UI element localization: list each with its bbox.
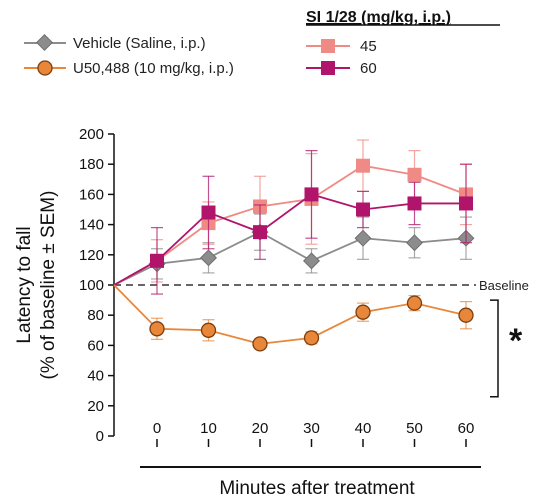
data-point xyxy=(303,330,320,346)
x-tick-label: 10 xyxy=(200,420,217,437)
data-point xyxy=(407,196,422,211)
x-tick-label: 0 xyxy=(153,420,161,437)
data-point xyxy=(200,322,217,338)
legend-item-45: 45 xyxy=(306,38,377,55)
legend-marker-u50488 xyxy=(37,60,53,76)
legend-label-vehicle: Vehicle (Saline, i.p.) xyxy=(73,35,206,52)
y-tick-label: 180 xyxy=(79,156,104,173)
axes: 0 20 40 60 80 100 120 140 160 180 200 0 10 20 30 40 50 60 xyxy=(79,126,481,468)
legend-marker-60 xyxy=(321,61,335,75)
data-point xyxy=(406,234,423,252)
y-tick-label: 160 xyxy=(79,186,104,203)
x-tick-label: 60 xyxy=(458,420,475,437)
legend-item-vehicle: Vehicle (Saline, i.p.) xyxy=(24,34,206,52)
series-line-u50488 xyxy=(113,284,467,345)
data-point xyxy=(150,253,164,268)
y-tick-label: 100 xyxy=(79,277,104,294)
data-point xyxy=(355,304,371,320)
legend-label-u50488: U50,488 (10 mg/kg, i.p.) xyxy=(73,60,234,77)
legend-item-60: 60 xyxy=(306,60,377,77)
y-tick-label: 140 xyxy=(79,217,104,234)
data-point xyxy=(303,252,320,270)
x-tick-label: 20 xyxy=(252,420,269,437)
data-point xyxy=(356,202,370,217)
data-point xyxy=(253,225,267,240)
y-tick-label: 40 xyxy=(87,368,104,385)
y-tick-label: 60 xyxy=(87,337,104,354)
data-point xyxy=(200,249,217,267)
data-point xyxy=(458,307,474,323)
significance-bracket xyxy=(490,299,499,398)
y-axis-title-line1: Latency to fall xyxy=(14,226,35,343)
data-point xyxy=(252,336,268,352)
data-point xyxy=(459,196,473,211)
baseline-label: Baseline xyxy=(479,278,529,293)
y-tick-label: 80 xyxy=(87,307,104,324)
data-point xyxy=(354,229,372,247)
legend-label-45: 45 xyxy=(360,38,377,55)
significance-star: * xyxy=(509,322,523,360)
legend-marker-45 xyxy=(321,39,335,53)
series-si-60 xyxy=(113,150,473,295)
x-tick-label: 50 xyxy=(406,420,423,437)
legend-item-u50488: U50,488 (10 mg/kg, i.p.) xyxy=(24,60,234,77)
y-axis-title-line2: (% of baseline ± SEM) xyxy=(38,191,59,380)
data-point xyxy=(149,321,165,337)
legend-group-title: SI 1/28 (mg/kg, i.p.) xyxy=(306,9,451,26)
legend: SI 1/28 (mg/kg, i.p.) Vehicle (Saline, i… xyxy=(24,9,500,77)
series-line-si-60 xyxy=(113,193,466,286)
series-line-si-45 xyxy=(113,164,467,286)
y-tick-label: 0 xyxy=(96,428,104,445)
x-tick-label: 30 xyxy=(303,420,320,437)
y-tick-label: 120 xyxy=(79,247,104,264)
legend-label-60: 60 xyxy=(360,60,377,77)
data-point xyxy=(406,295,423,311)
data-point xyxy=(356,158,370,173)
legend-marker-vehicle xyxy=(36,34,53,51)
series-line-vehicle xyxy=(113,231,467,286)
y-tick-label: 20 xyxy=(87,398,104,415)
y-tick-label: 200 xyxy=(79,126,104,143)
data-point xyxy=(407,167,422,182)
x-tick-label: 40 xyxy=(355,420,372,437)
plot-area xyxy=(113,139,499,398)
x-axis-title: Minutes after treatment xyxy=(219,478,415,499)
series-u50488 xyxy=(113,284,474,352)
data-point xyxy=(201,205,216,220)
data-point xyxy=(304,187,319,202)
